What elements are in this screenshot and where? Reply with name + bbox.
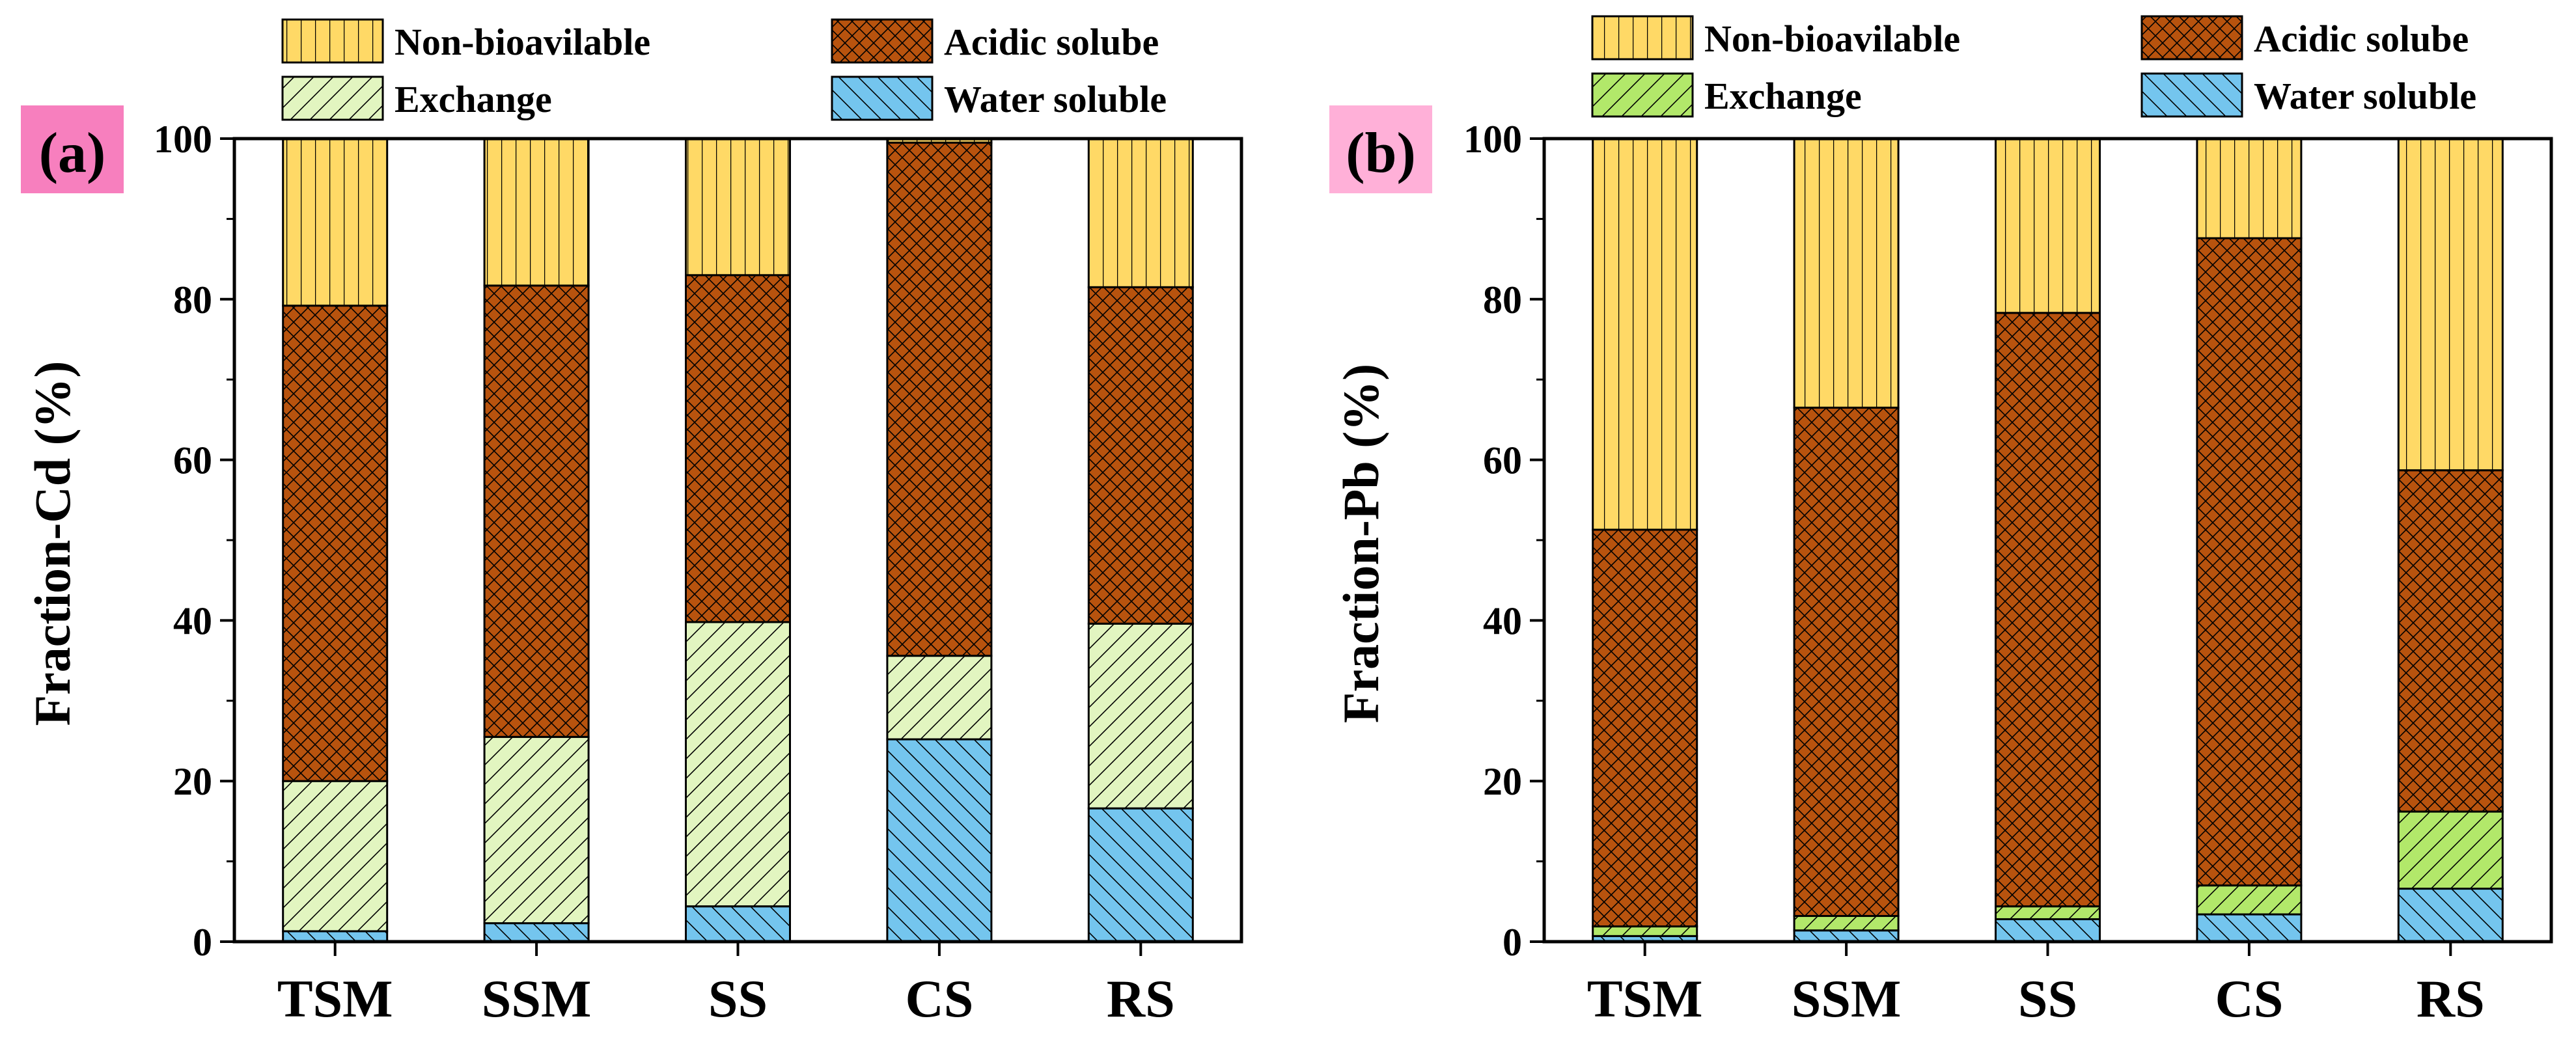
bar-water-soluble-cs: [886, 738, 993, 943]
bar-exchange-tsm: [282, 780, 389, 933]
bar-non-bioavailable-cs: [2196, 137, 2303, 239]
bar-exchange-ss: [1995, 905, 2101, 920]
plot-frame: [1542, 137, 2553, 944]
bar-acidic-soluble-tsm: [282, 305, 389, 782]
legend-b: Non-bioavilable Exchange Acidic solube W…: [1591, 15, 2476, 118]
bar-acidic-soluble-ss: [1995, 312, 2101, 908]
legend-label-non-bioavailable: Non-bioavilable: [395, 21, 650, 63]
y-tick-label: 40: [173, 599, 212, 642]
bar-water-soluble-ss: [685, 905, 791, 943]
bar-non-bioavailable-ss: [1995, 137, 2101, 314]
x-tick-label-ss: SS: [2018, 969, 2077, 1028]
legend-label-exchange: Exchange: [1704, 75, 1862, 117]
y-tick-label: 80: [173, 279, 212, 321]
bar-water-soluble-rs: [2397, 888, 2504, 943]
panel-label-b: (b): [1346, 122, 1416, 185]
y-axis-title-b: Fraction-Pb (%): [1333, 364, 1389, 723]
x-tick-label-cs: CS: [905, 969, 973, 1028]
bar-acidic-soluble-ssm: [483, 284, 590, 738]
legend-swatch-non-bioavailable: [1591, 15, 1694, 61]
x-tick-label-ssm: SSM: [1792, 969, 1902, 1028]
y-tick-label: 20: [1483, 760, 1522, 803]
bar-non-bioavailable-ssm: [1793, 137, 1900, 409]
x-tick-label-rs: RS: [2417, 969, 2485, 1028]
legend-a: Non-bioavilable Exchange Acidic solube W…: [281, 18, 1167, 121]
bar-water-soluble-ssm: [1793, 929, 1900, 943]
bar-water-soluble-ss: [1995, 918, 2101, 943]
chart-panel-a: TSM SSM SS CS RS 0 20 40 60 80 100: [154, 118, 1243, 1028]
x-tick-label-cs: CS: [2215, 969, 2283, 1028]
bar-non-bioavailable-ss: [685, 137, 791, 277]
legend-swatch-water-soluble: [831, 75, 934, 121]
bar-non-bioavailable-tsm: [282, 137, 389, 307]
bar-exchange-ssm: [483, 735, 590, 925]
x-tick-label-tsm: TSM: [1587, 969, 1703, 1028]
y-tick-label: 0: [1503, 921, 1522, 964]
legend-swatch-acidic-soluble: [831, 18, 934, 64]
chart-panel-b: TSM SSM SS CS RS 0 20 40 60 80 100: [1463, 118, 2553, 1028]
bar-water-soluble-ssm: [483, 922, 590, 943]
y-tick-label: 0: [193, 921, 212, 964]
panel-label-a: (a): [39, 122, 106, 185]
legend-swatch-acidic-soluble: [2140, 15, 2243, 61]
legend-label-acidic-soluble: Acidic solube: [2254, 18, 2469, 60]
bar-non-bioavailable-rs: [1087, 137, 1194, 288]
legend-label-exchange: Exchange: [395, 78, 552, 120]
y-tick-label: 100: [154, 118, 212, 161]
x-tick-label-ss: SS: [708, 969, 768, 1028]
legend-swatch-non-bioavailable: [281, 18, 384, 64]
bar-exchange-ssm: [1793, 915, 1900, 932]
bar-acidic-soluble-tsm: [1592, 528, 1698, 928]
bar-acidic-soluble-cs: [886, 141, 993, 657]
bar-acidic-soluble-cs: [2196, 237, 2303, 887]
legend-label-water-soluble: Water soluble: [2254, 75, 2476, 117]
bar-water-soluble-cs: [2196, 913, 2303, 943]
x-tick-label-ssm: SSM: [482, 969, 592, 1028]
x-tick-label-tsm: TSM: [277, 969, 393, 1028]
plot-frame: [232, 137, 1243, 944]
bar-exchange-cs: [2196, 884, 2303, 916]
bar-exchange-cs: [886, 655, 993, 741]
bar-exchange-ss: [685, 621, 791, 908]
bar-non-bioavailable-rs: [2397, 137, 2504, 472]
bar-water-soluble-rs: [1087, 807, 1194, 943]
legend-label-non-bioavailable: Non-bioavilable: [1704, 18, 1960, 60]
legend-label-water-soluble: Water soluble: [944, 78, 1167, 120]
legend-swatch-water-soluble: [2140, 72, 2243, 118]
y-tick-label: 60: [1483, 439, 1522, 482]
y-tick-label: 100: [1463, 118, 1522, 161]
y-tick-label: 40: [1483, 599, 1522, 642]
bar-acidic-soluble-ssm: [1793, 406, 1900, 918]
y-tick-label: 80: [1483, 279, 1522, 321]
bar-exchange-tsm: [1592, 925, 1698, 937]
bar-non-bioavailable-tsm: [1592, 137, 1698, 531]
bar-exchange-rs: [1087, 622, 1194, 810]
legend-swatch-exchange: [1591, 72, 1694, 118]
y-tick-label: 60: [173, 439, 212, 482]
bar-non-bioavailable-ssm: [483, 137, 590, 287]
bar-exchange-rs: [2397, 810, 2504, 890]
y-tick-label: 20: [173, 760, 212, 803]
x-tick-label-rs: RS: [1107, 969, 1175, 1028]
bar-acidic-soluble-rs: [1087, 286, 1194, 625]
bar-acidic-soluble-ss: [685, 274, 791, 623]
panel-label-b-background: [1329, 105, 1432, 193]
y-axis-title-a: Fraction-Cd (%): [24, 361, 81, 726]
legend-swatch-exchange: [281, 75, 384, 121]
panel-label-a-background: [21, 105, 124, 193]
legend-label-acidic-soluble: Acidic solube: [944, 21, 1159, 63]
bar-acidic-soluble-rs: [2397, 469, 2504, 813]
